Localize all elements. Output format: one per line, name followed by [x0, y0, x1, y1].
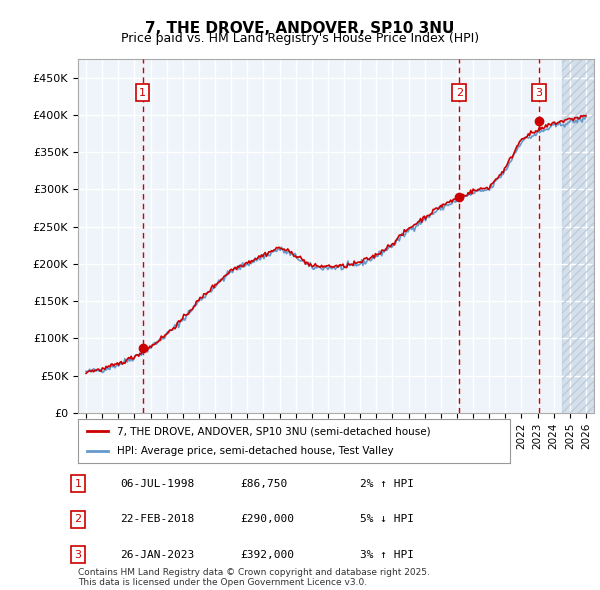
Text: 5% ↓ HPI: 5% ↓ HPI [360, 514, 414, 524]
Text: £392,000: £392,000 [240, 550, 294, 559]
Text: 3: 3 [74, 550, 82, 559]
Text: 2: 2 [74, 514, 82, 524]
Text: 3: 3 [535, 87, 542, 97]
Bar [562, 59, 594, 413]
Text: 06-JUL-1998: 06-JUL-1998 [120, 479, 194, 489]
Text: 7, THE DROVE, ANDOVER, SP10 3NU: 7, THE DROVE, ANDOVER, SP10 3NU [145, 21, 455, 35]
Text: HPI: Average price, semi-detached house, Test Valley: HPI: Average price, semi-detached house,… [117, 446, 394, 455]
Text: Price paid vs. HM Land Registry's House Price Index (HPI): Price paid vs. HM Land Registry's House … [121, 32, 479, 45]
Text: 3% ↑ HPI: 3% ↑ HPI [360, 550, 414, 559]
Text: 2% ↑ HPI: 2% ↑ HPI [360, 479, 414, 489]
Text: £86,750: £86,750 [240, 479, 287, 489]
Text: 2: 2 [455, 87, 463, 97]
Bar [562, 59, 594, 413]
Text: 26-JAN-2023: 26-JAN-2023 [120, 550, 194, 559]
Text: £290,000: £290,000 [240, 514, 294, 524]
Text: 22-FEB-2018: 22-FEB-2018 [120, 514, 194, 524]
Text: Contains HM Land Registry data © Crown copyright and database right 2025.
This d: Contains HM Land Registry data © Crown c… [78, 568, 430, 587]
Text: 1: 1 [139, 87, 146, 97]
Text: 7, THE DROVE, ANDOVER, SP10 3NU (semi-detached house): 7, THE DROVE, ANDOVER, SP10 3NU (semi-de… [117, 427, 431, 436]
Text: 1: 1 [74, 479, 82, 489]
